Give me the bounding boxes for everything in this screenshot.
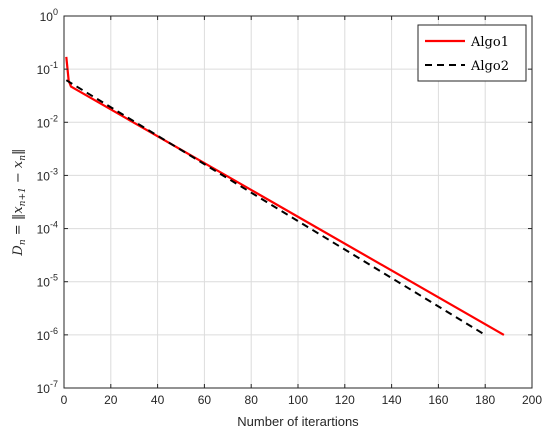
y-tick-label: 10-2 <box>37 113 58 130</box>
x-axis-label: Number of iterartions <box>237 414 359 429</box>
y-tick-label: 100 <box>40 7 58 24</box>
y-label-minus: − <box>11 168 26 187</box>
y-axis-label: Dn = ‖xn+1 − xn‖ <box>11 148 28 256</box>
y-tick-label: 10-1 <box>37 60 58 77</box>
x-tick-label: 0 <box>61 393 68 407</box>
y-label-x2-sub: n <box>18 155 28 161</box>
tick-labels: 0 20 40 60 80 100 120 140 160 180 200 100 10-1 10-2 10… <box>37 7 543 407</box>
x-tick-label: 40 <box>151 393 165 407</box>
x-tick-label: 180 <box>475 393 495 407</box>
x-tick-label: 20 <box>104 393 118 407</box>
y-tick-label: 10-3 <box>37 166 58 183</box>
y-label-x2: x <box>11 160 26 168</box>
y-tick-label: 10-4 <box>37 220 58 237</box>
x-tick-label: 60 <box>198 393 212 407</box>
x-tick-label: 120 <box>335 393 355 407</box>
legend-label-algo1: Algo1 <box>470 35 509 50</box>
x-tick-label: 100 <box>288 393 308 407</box>
y-label-lhs: D <box>11 245 26 257</box>
y-tick-label: 10-6 <box>37 326 58 343</box>
x-tick-label: 80 <box>245 393 259 407</box>
y-label-lhs-sub: n <box>18 239 28 245</box>
y-label-x1-sub: n+1 <box>18 187 28 206</box>
y-label-eq: = ‖ <box>11 214 26 240</box>
axis-ticks <box>63 15 533 389</box>
legend-label-algo2: Algo2 <box>470 59 509 74</box>
x-tick-label: 140 <box>382 393 402 407</box>
legend: Algo1 Algo2 <box>417 24 527 82</box>
x-tick-label: 200 <box>522 393 542 407</box>
y-tick-label: 10-5 <box>37 273 58 290</box>
y-label-close: ‖ <box>11 148 26 155</box>
y-tick-label: 10-7 <box>37 379 58 396</box>
series-line-algo2 <box>65 79 486 336</box>
y-label-x1: x <box>11 206 26 214</box>
x-tick-label: 160 <box>428 393 448 407</box>
legend-box <box>417 24 527 82</box>
